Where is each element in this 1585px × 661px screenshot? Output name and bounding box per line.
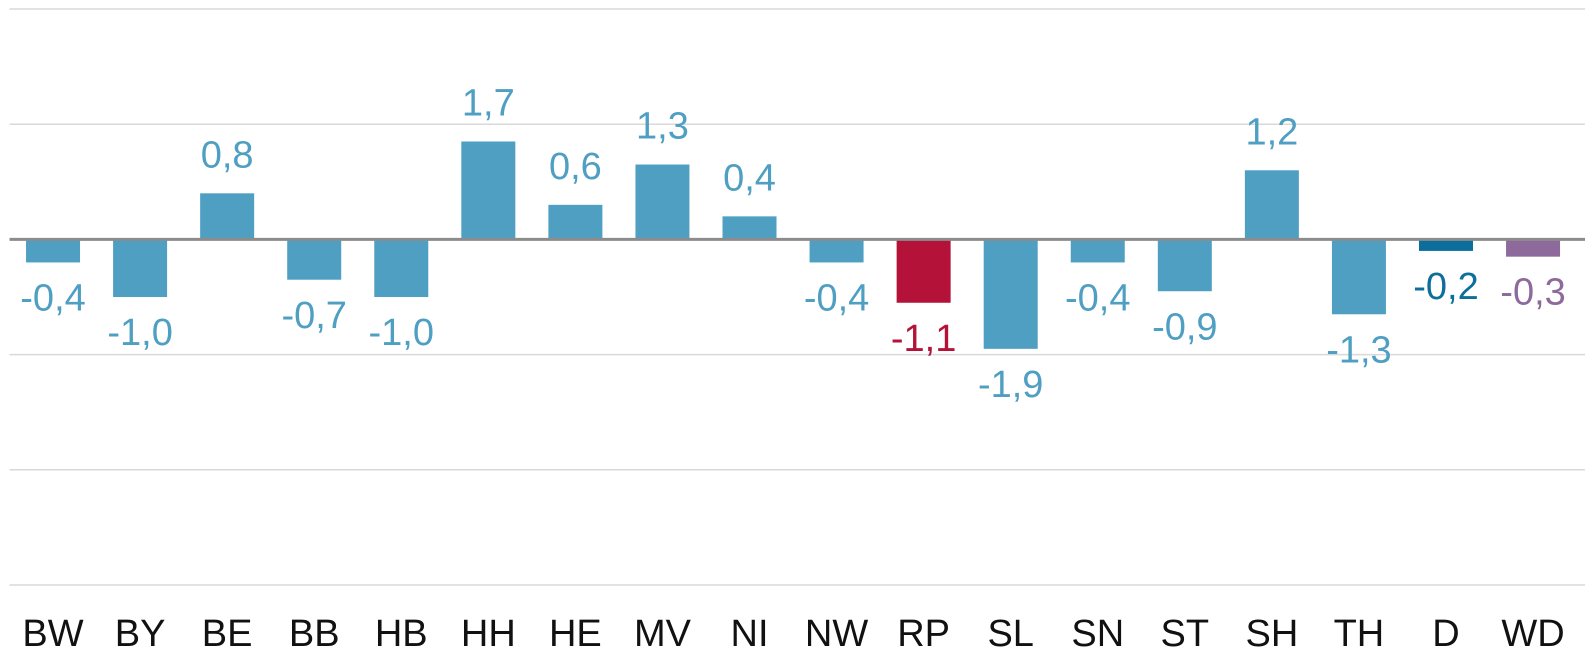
bar — [287, 239, 342, 280]
bar — [461, 141, 516, 240]
data-label: -0,4 — [804, 277, 869, 319]
bar — [1506, 239, 1561, 257]
data-label: 0,4 — [723, 157, 776, 199]
data-label: -1,0 — [369, 312, 434, 354]
data-label: 1,7 — [462, 83, 515, 125]
data-label: -1,9 — [978, 364, 1043, 406]
data-label: 0,6 — [549, 146, 602, 188]
x-tick-label: BB — [289, 613, 340, 655]
x-tick-label: RP — [897, 613, 950, 655]
bar — [722, 216, 777, 240]
data-label: 1,2 — [1245, 111, 1298, 153]
x-tick-label: NI — [731, 613, 769, 655]
x-tick-label: BY — [115, 613, 166, 655]
x-tick-label: SN — [1071, 613, 1124, 655]
bar — [809, 239, 864, 263]
data-label: -0,2 — [1413, 266, 1478, 308]
data-label: 1,3 — [636, 106, 689, 148]
data-label: -0,3 — [1500, 272, 1565, 314]
bar — [26, 239, 81, 263]
bar — [1157, 239, 1212, 292]
bar — [113, 239, 168, 297]
data-label: -0,4 — [20, 277, 85, 319]
data-label: -1,1 — [891, 318, 956, 360]
x-tick-label: TH — [1334, 613, 1385, 655]
bar — [374, 239, 429, 297]
data-label: -0,7 — [281, 295, 346, 337]
bar — [1418, 239, 1473, 251]
x-tick-label: MV — [634, 613, 692, 655]
data-label: 0,8 — [201, 134, 254, 176]
x-tick-label: NW — [805, 613, 868, 655]
x-tick-label: WD — [1501, 613, 1564, 655]
x-tick-label: SL — [987, 613, 1033, 655]
data-label: -1,0 — [107, 312, 172, 354]
data-label: -0,4 — [1065, 277, 1130, 319]
x-tick-label: HB — [375, 613, 428, 655]
x-tick-label: SH — [1245, 613, 1298, 655]
bar — [548, 204, 603, 240]
bar — [635, 164, 690, 240]
data-label: -1,3 — [1326, 329, 1391, 371]
bar — [1244, 170, 1299, 240]
bar — [896, 239, 951, 303]
x-tick-label: D — [1432, 613, 1459, 655]
bar — [983, 239, 1038, 349]
x-tick-label: BW — [22, 613, 83, 655]
bar — [1331, 239, 1386, 315]
bar — [1070, 239, 1125, 263]
x-tick-label: ST — [1161, 613, 1210, 655]
x-tick-label: HE — [549, 613, 602, 655]
x-tick-label: BE — [202, 613, 253, 655]
bar — [200, 193, 255, 240]
data-label: -0,9 — [1152, 306, 1217, 348]
x-tick-label: HH — [461, 613, 516, 655]
